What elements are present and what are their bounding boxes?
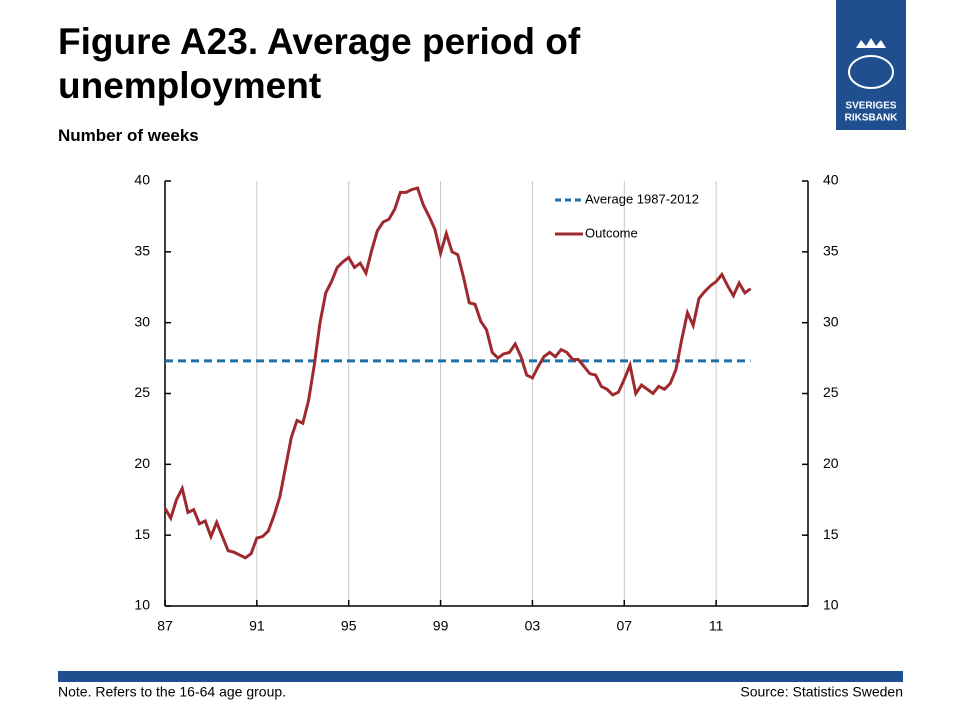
y2-tick-label: 25 (823, 384, 839, 400)
y2-tick-label: 20 (823, 455, 839, 471)
logo-box (836, 0, 906, 130)
y-tick-label: 20 (134, 455, 150, 471)
x-tick-label: 87 (157, 618, 173, 634)
x-tick-label: 99 (433, 618, 449, 634)
footer-bar (58, 671, 903, 682)
y-tick-label: 40 (134, 172, 150, 188)
logo-text: SVERIGES (845, 101, 896, 112)
logo-emblem (848, 55, 894, 89)
series-line (163, 186, 752, 560)
x-tick-label: 91 (249, 618, 265, 634)
y-tick-label: 30 (134, 313, 150, 329)
y-tick-label: 25 (134, 384, 150, 400)
chart-title: Figure A23. Average period of unemployme… (58, 21, 581, 106)
legend-label: Outcome (585, 225, 638, 240)
y-tick-label: 10 (134, 597, 150, 613)
note: Note. Refers to the 16-64 age group. (58, 684, 286, 700)
y2-tick-label: 40 (823, 172, 839, 188)
y2-tick-label: 10 (823, 597, 839, 613)
y-tick-label: 15 (134, 526, 150, 542)
y2-tick-label: 30 (823, 313, 839, 329)
source: Source: Statistics Sweden (740, 684, 903, 700)
x-tick-label: 07 (616, 618, 632, 634)
y2-tick-label: 15 (823, 526, 839, 542)
x-tick-label: 11 (709, 618, 724, 634)
chart-subtitle: Number of weeks (58, 126, 199, 145)
logo-crown (856, 38, 886, 48)
y-tick-label: 35 (134, 243, 150, 259)
x-tick-label: 03 (525, 618, 541, 634)
y2-tick-label: 35 (823, 243, 839, 259)
legend-label: Average 1987-2012 (585, 191, 699, 206)
logo-text: RIKSBANK (845, 113, 899, 124)
x-tick-label: 95 (341, 618, 357, 634)
